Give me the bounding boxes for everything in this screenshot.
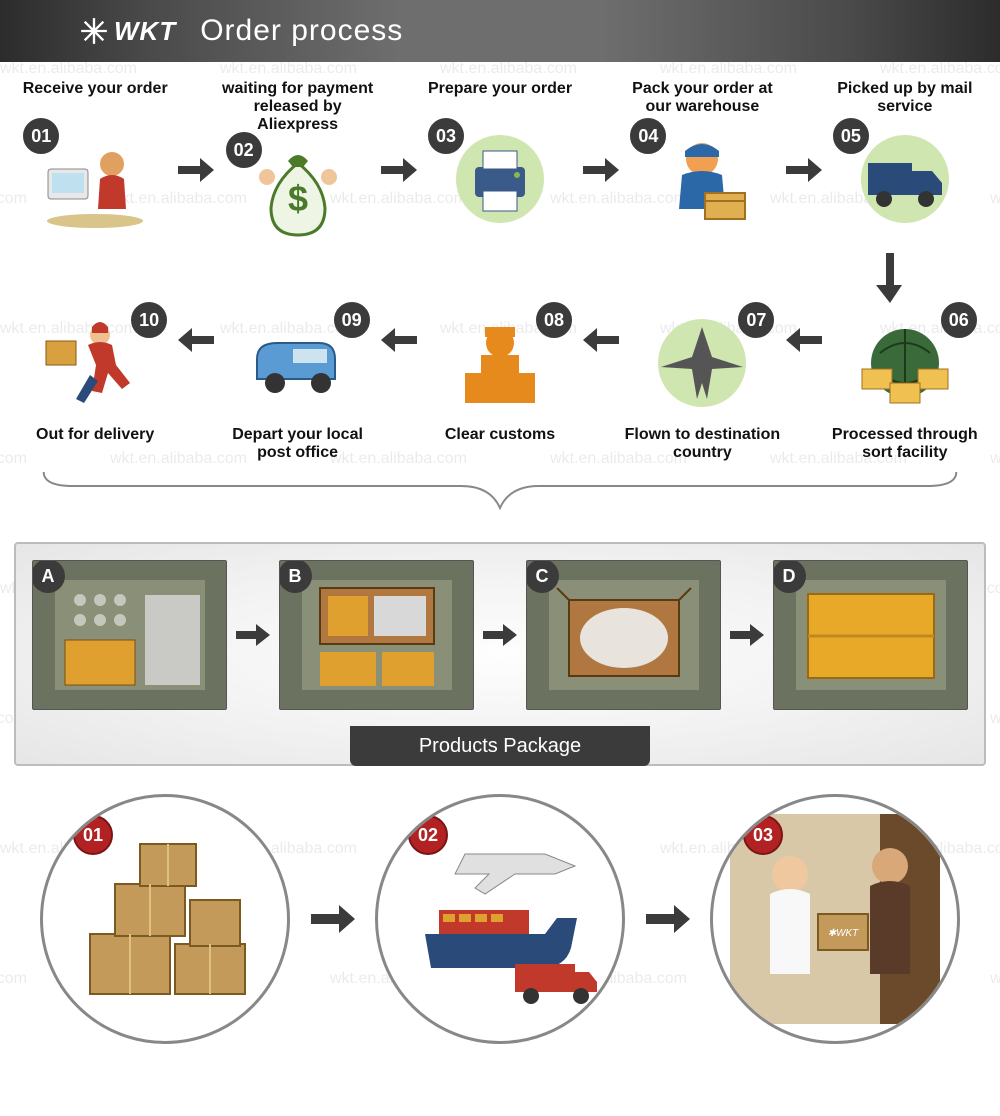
step-07: 07 Flown to destination country [621,308,783,466]
arrow-left-icon [379,326,419,354]
step-label: Clear customs [445,426,555,466]
delivery-badge: 02 [408,815,448,855]
step-03: Prepare your order 03 [419,80,581,234]
step-label: Pack your order at our warehouse [621,80,783,120]
arrow-left-icon [176,326,216,354]
brand-text: WKT [114,16,176,47]
box-padded-icon [539,570,709,700]
arrow-right-icon [482,622,518,648]
step-badge: 01 [23,118,59,154]
step-label: Receive your order [23,80,168,120]
process-diagram: Receive your order 01 waiting for paymen… [0,62,1000,538]
package-step-c: C [526,560,721,710]
snowflake-icon [80,17,108,45]
step-label: Depart your local post office [216,426,378,466]
arrow-down-icon [876,253,904,303]
page-title: Order process [200,14,403,48]
arrow-right-icon [784,156,824,184]
package-step-d: D [773,560,968,710]
delivery-row: 01 02 03 ✱WKT [0,766,1000,1074]
delivery-badge: 01 [73,815,113,855]
arrow-right-icon [379,156,419,184]
delivery-circle-1: 01 [40,794,290,1044]
step-badge: 10 [131,302,167,338]
bracket-connector [34,466,966,514]
arrow-right-icon [308,903,358,935]
package-panel: A B C D Products Package [14,542,986,766]
down-connector [14,248,986,308]
step-10: 10 Out for delivery [14,308,176,466]
arrow-right-icon [176,156,216,184]
header-bar: WKT Order process [0,0,1000,62]
step-04: Pack your order at our warehouse 04 [621,80,783,234]
step-02: waiting for payment released by Aliexpre… [216,80,378,248]
arrow-right-icon [729,622,765,648]
brand-logo: WKT [80,16,176,47]
arrow-left-icon [581,326,621,354]
step-09: 09 Depart your local post office [216,308,378,466]
step-badge: 02 [226,132,262,168]
arrow-right-icon [643,903,693,935]
step-label: Prepare your order [428,80,572,120]
step-badge: 05 [833,118,869,154]
arrow-right-icon [235,622,271,648]
package-step-a: A [32,560,227,710]
package-label-tab: Products Package [350,726,650,766]
sealed-parcel-icon [786,570,956,700]
step-badge: 03 [428,118,464,154]
package-row: A B C D [32,560,968,710]
step-06: 06 Processed through sort facility [824,308,986,466]
process-row-1: Receive your order 01 waiting for paymen… [14,80,986,248]
items-in-box-icon [292,570,462,700]
delivery-circle-3: 03 ✱WKT [710,794,960,1044]
step-label: Out for delivery [36,426,154,466]
step-badge: 08 [536,302,572,338]
arrow-left-icon [784,326,824,354]
step-badge: 07 [738,302,774,338]
step-01: Receive your order 01 [14,80,176,234]
arrow-right-icon [581,156,621,184]
svg-text:✱WKT: ✱WKT [828,928,859,939]
step-label: waiting for payment released by Aliexpre… [216,80,378,134]
delivery-badge: 03 [743,815,783,855]
step-label: Flown to destination country [621,426,783,466]
svg-text:$: $ [288,178,308,219]
step-05: Picked up by mail service 05 [824,80,986,234]
step-label: Picked up by mail service [824,80,986,120]
step-badge: 06 [941,302,977,338]
process-row-2: 06 Processed through sort facility 07 Fl… [14,308,986,466]
step-badge: 09 [334,302,370,338]
step-label: Processed through sort facility [824,426,986,466]
delivery-circle-2: 02 [375,794,625,1044]
package-step-b: B [279,560,474,710]
bubble-wrap-icon [45,570,215,700]
step-08: 08 Clear customs [419,308,581,466]
